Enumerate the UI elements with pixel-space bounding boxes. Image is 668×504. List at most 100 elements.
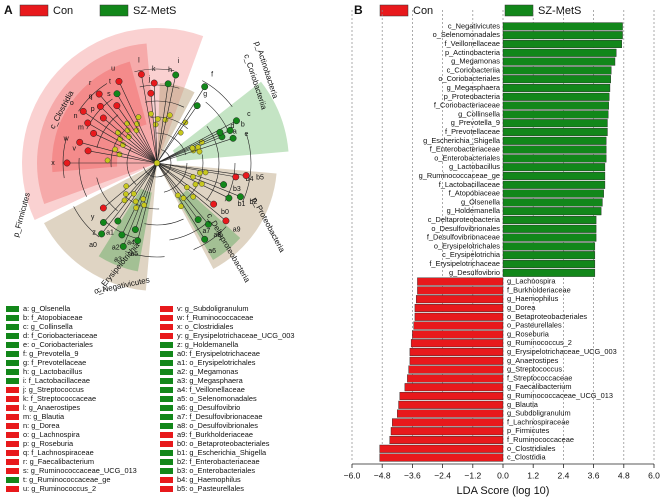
category-label: o_Erysipelotrichales [434,241,500,250]
legend-entry: g: f_Prevotellaceae [23,358,86,367]
tree-branch [156,162,209,225]
legend-entry: b4: g_Haemophilus [177,475,241,484]
tree-node [189,145,196,151]
tree-node [115,129,121,136]
legend-swatch [6,396,19,402]
legend-swatch [6,360,19,366]
legend-entry: b3: o_Enterobacteriales [177,466,255,475]
tree-node [192,181,199,188]
tree-branch [156,137,234,164]
category-label: g_Collinsella [458,109,501,118]
x-tick-label: 3.6 [588,470,600,480]
tree-node [114,217,122,225]
legend-entry: a1: o_Erysipelotrichales [177,358,256,367]
clade-key: b0 [221,209,229,216]
bar [502,40,622,49]
tree-branch [156,162,241,197]
tree-node [232,173,240,181]
tree-branch [156,136,223,164]
legend-swatch [160,351,173,357]
bar [408,365,504,374]
clade-key: a7 [202,228,210,235]
clade-key: u [111,66,115,73]
legend-entry: a6: g_Desulfovibrio [177,403,240,412]
bar [413,321,504,330]
category-label: g_Lactobacillus [449,162,500,171]
category-label: g_Lachnospira [507,277,556,286]
legend-entry: a8: o_Desulfovibrionales [177,421,258,430]
tree-node [118,231,126,239]
legend-entry: c: g_Collinsella [23,322,74,331]
category-label: p_Actinobacteria [445,48,501,57]
x-tick-label: −6.0 [344,470,361,480]
bar [409,348,504,357]
category-label: g_Escherichia_Shigella [423,136,501,145]
legend-entry: i: f_Lactobacillaceae [23,376,90,385]
tree-node [137,70,145,78]
tree-branch [156,74,177,164]
tree-ring [142,148,172,178]
bar [502,260,596,269]
bar [502,207,602,216]
clade-key: b1 [238,201,246,208]
tree-branch [141,74,158,164]
bar [397,409,504,418]
tree-node [84,119,92,127]
tree-root [153,159,161,167]
legend-swatch [6,441,19,447]
category-label: g_Ruminococcaceae_UCG_013 [507,391,613,400]
clade-key: b4 [246,176,254,183]
legend-swatch [160,432,173,438]
tree-branch [156,86,205,164]
tree-branch [156,120,237,164]
clade-key: a2 [112,244,120,251]
tree-branch [118,81,158,164]
category-label: g_Roseburia [507,329,550,338]
category-label: g_Subdoligranulum [507,409,571,418]
tree-node [134,237,142,245]
bar [502,136,607,145]
legend-swatch [160,423,173,429]
legend-swatch [6,468,19,474]
legend-swatch [160,369,173,375]
tree-branch [117,162,158,222]
legend-swatch [160,414,173,420]
clade-shade [43,163,157,291]
tree-branch [100,106,158,164]
legend-swatch [6,423,19,429]
clade-key: f [211,72,213,79]
legend-swatch [160,396,173,402]
legend-swatch [6,477,19,483]
category-label: g_Streptococcus [507,365,562,374]
tree-node [133,205,139,211]
legend-swatch [160,306,173,312]
clade-key: d [231,123,235,130]
legend-swatch [6,324,19,330]
category-label: g_Erysipelotrichaceae_UCG_003 [507,347,617,356]
bar [502,22,623,31]
legend-entry: f: g_Prevotella_9 [23,349,78,358]
legend-swatch [6,378,19,384]
tree-branch [135,162,158,230]
clade-key: t [109,78,111,85]
tree-branch [103,162,158,223]
bar [390,427,504,436]
category-label: o_Pasteurellales [507,321,562,330]
clade-key: k [152,66,156,73]
legend-swatch [99,4,129,17]
lda-chart: Con SZ-MetS −6.0 −4.8 −3.6 −2.4 −1.2 0.0 1.2 2.4 3… [344,4,660,497]
legend-entry: a2: g_Megamonas [177,367,239,376]
legend-label: Con [53,5,73,17]
tree-node [236,193,244,201]
tree-branch [156,162,205,240]
category-label: c_Erysipelotrichia [442,250,501,259]
category-label: f_Coriobacteriaceae [434,101,500,110]
category-label: g_Holdemanella [447,206,501,215]
bar [502,119,608,128]
clade-key: a [233,128,237,135]
legend-swatch [6,342,19,348]
clade-key: j [148,76,151,83]
tree-node [216,128,224,136]
category-label: g_Blautia [507,400,539,409]
clade-key: p [91,106,95,113]
